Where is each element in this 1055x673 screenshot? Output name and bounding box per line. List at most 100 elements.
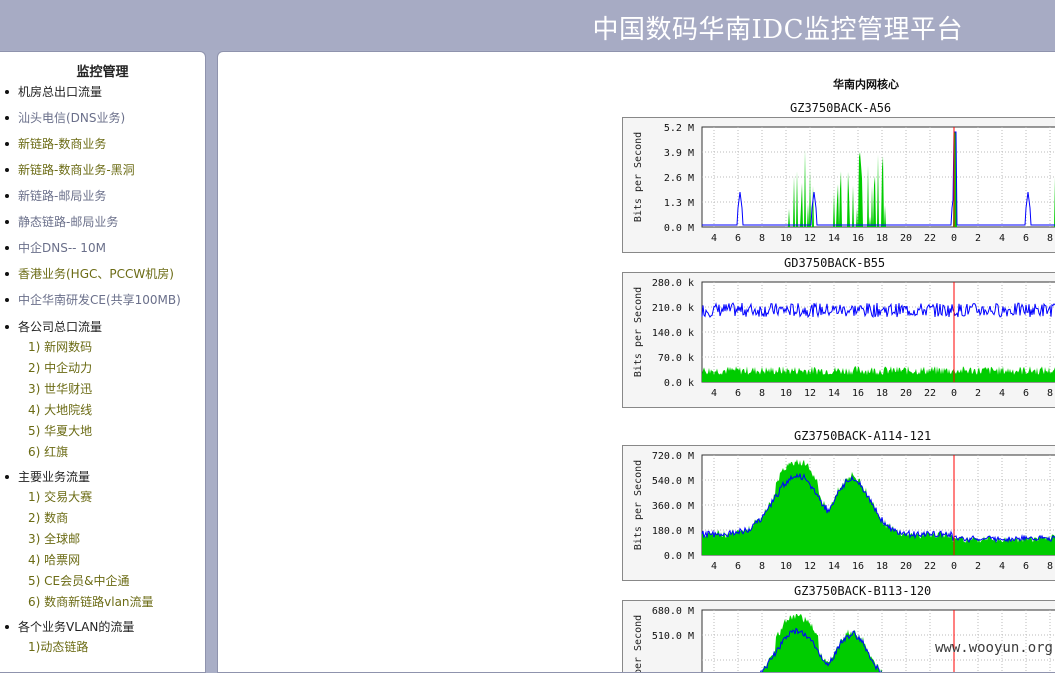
menu-sub-item[interactable]: 3) 全球邮	[0, 529, 205, 550]
x-tick-label: 6	[1023, 233, 1029, 244]
x-tick-label: 12	[804, 561, 816, 572]
x-tick-label: 6	[1023, 388, 1029, 399]
menu-group-label: 主要业务流量	[0, 467, 205, 487]
x-tick-label: 6	[735, 233, 741, 244]
y-axis-label: Bits per Second	[633, 287, 644, 377]
x-tick-label: 22	[924, 561, 936, 572]
traffic-graph: Bits per Second 0.0 M 180.0 M 360.0 M 540.0 …	[622, 445, 1055, 581]
y-tick-label: 360.0 M	[652, 501, 694, 512]
header-bar: 中国数码华南IDC监控管理平台	[0, 0, 1055, 50]
y-tick-label: 540.0 M	[652, 476, 694, 487]
menu-sub-item[interactable]: 5) 华夏大地	[0, 421, 205, 442]
menu-item[interactable]: 静态链路-邮局业务	[0, 209, 205, 235]
y-tick-label: 2.6 M	[664, 173, 694, 184]
graph-title: GZ3750BACK-A56	[790, 101, 891, 115]
y-tick-label: 1.3 M	[664, 198, 694, 209]
menu-item-label[interactable]: 中企DNS-- 10M	[18, 241, 106, 255]
menu-sub-item[interactable]: 4) 哈票网	[0, 550, 205, 571]
x-tick-label: 14	[828, 388, 840, 399]
sidebar-menu: 机房总出口流量汕头电信(DNS业务) 新链路-数商业务新链路-数商业务-黑洞新链路…	[0, 79, 205, 658]
menu-sub-item[interactable]: 1)动态链路	[0, 637, 205, 658]
menu-item[interactable]: 机房总出口流量	[0, 79, 205, 105]
menu-item-label[interactable]: 新链路-数商业务-黑洞	[18, 163, 135, 177]
menu-item[interactable]: 新链路-邮局业务	[0, 183, 205, 209]
x-tick-label: 8	[759, 561, 765, 572]
menu-item-label[interactable]: 新链路-邮局业务	[18, 189, 106, 203]
x-tick-label: 2	[975, 233, 981, 244]
menu-item-label[interactable]: 新链路-数商业务	[18, 137, 106, 151]
x-tick-label: 20	[900, 233, 912, 244]
x-tick-label: 10	[780, 561, 792, 572]
graph-title: GZ3750BACK-B113-120	[794, 584, 931, 598]
menu-item-label[interactable]: 机房总出口流量	[18, 85, 102, 99]
x-tick-label: 4	[999, 388, 1005, 399]
x-tick-label: 0	[951, 561, 957, 572]
x-tick-label: 2	[975, 388, 981, 399]
x-tick-label: 20	[900, 561, 912, 572]
menu-item-label[interactable]: 静态链路-邮局业务	[18, 215, 118, 229]
x-tick-label: 14	[828, 561, 840, 572]
y-axis-label: Bits per Second	[633, 132, 644, 222]
x-tick-label: 22	[924, 233, 936, 244]
y-axis-label: Bits per Second	[633, 615, 644, 673]
sidebar: 监控管理 机房总出口流量汕头电信(DNS业务)新链路-数商业务新链路-数商业务-…	[0, 51, 206, 673]
menu-item-label[interactable]: 汕头电信(DNS业务)	[18, 111, 125, 125]
menu-sub-item[interactable]: 6) 数商新链路vlan流量	[0, 592, 205, 613]
menu-item[interactable]: 汕头电信(DNS业务)	[0, 105, 205, 131]
menu-item[interactable]: 新链路-数商业务	[0, 131, 205, 157]
menu-item[interactable]: 香港业务(HGC、PCCW机房)	[0, 261, 205, 287]
x-tick-label: 14	[828, 233, 840, 244]
menu-item-label[interactable]: 中企华南研发CE(共享100MB)	[18, 293, 181, 307]
x-tick-label: 0	[951, 388, 957, 399]
menu-sub-item[interactable]: 1) 新网数码	[0, 337, 205, 358]
y-tick-label: 510.0 M	[652, 631, 694, 642]
app-title: 中国数码华南IDC监控管理平台	[592, 9, 963, 46]
graph-title: GD3750BACK-B55	[784, 256, 885, 270]
y-tick-label: 210.0 k	[652, 303, 694, 314]
menu-group-label: 各公司总口流量	[0, 317, 205, 337]
watermark: www.wooyun.org	[935, 640, 1053, 656]
y-tick-label: 180.0 M	[652, 526, 694, 537]
y-tick-label: 0.0 M	[664, 551, 694, 562]
menu-sub-item[interactable]: 4) 大地院线	[0, 400, 205, 421]
menu-item[interactable]: 中企DNS-- 10M	[0, 235, 205, 261]
menu-sub-item[interactable]: 6) 红旗	[0, 442, 205, 463]
menu-sub-item[interactable]: 2) 中企动力	[0, 358, 205, 379]
x-tick-label: 6	[735, 388, 741, 399]
x-tick-label: 12	[804, 388, 816, 399]
x-tick-label: 16	[852, 561, 864, 572]
x-tick-label: 4	[711, 388, 717, 399]
menu-item-label[interactable]: 香港业务(HGC、PCCW机房)	[18, 267, 174, 281]
menu-sub-item[interactable]: 1) 交易大赛	[0, 487, 205, 508]
x-tick-label: 6	[735, 561, 741, 572]
x-tick-label: 8	[1047, 233, 1053, 244]
menu-item[interactable]: 中企华南研发CE(共享100MB)	[0, 287, 205, 313]
x-tick-label: 6	[1023, 561, 1029, 572]
menu-sub-item[interactable]: 3) 世华财迅	[0, 379, 205, 400]
x-tick-label: 8	[1047, 388, 1053, 399]
menu-item[interactable]: 新链路-数商业务-黑洞	[0, 157, 205, 183]
menu-sub-item[interactable]: 5) CE会员&中企通	[0, 571, 205, 592]
y-tick-label: 720.0 M	[652, 451, 694, 462]
x-tick-label: 4	[999, 561, 1005, 572]
x-tick-label: 10	[780, 233, 792, 244]
y-tick-label: 3.9 M	[664, 148, 694, 159]
menu-sub-item[interactable]: 2) 数商	[0, 508, 205, 529]
y-tick-label: 0.0 k	[664, 378, 694, 389]
y-tick-label: 680.0 M	[652, 606, 694, 617]
y-tick-label: 280.0 k	[652, 278, 694, 289]
y-tick-label: 70.0 k	[658, 353, 694, 364]
x-tick-label: 18	[876, 388, 888, 399]
x-tick-label: 20	[900, 388, 912, 399]
x-tick-label: 8	[1047, 561, 1053, 572]
x-tick-label: 8	[759, 388, 765, 399]
x-tick-label: 4	[999, 233, 1005, 244]
x-tick-label: 8	[759, 233, 765, 244]
y-axis-label: Bits per Second	[633, 460, 644, 550]
x-tick-label: 16	[852, 388, 864, 399]
graph-title: GZ3750BACK-A114-121	[794, 429, 931, 443]
